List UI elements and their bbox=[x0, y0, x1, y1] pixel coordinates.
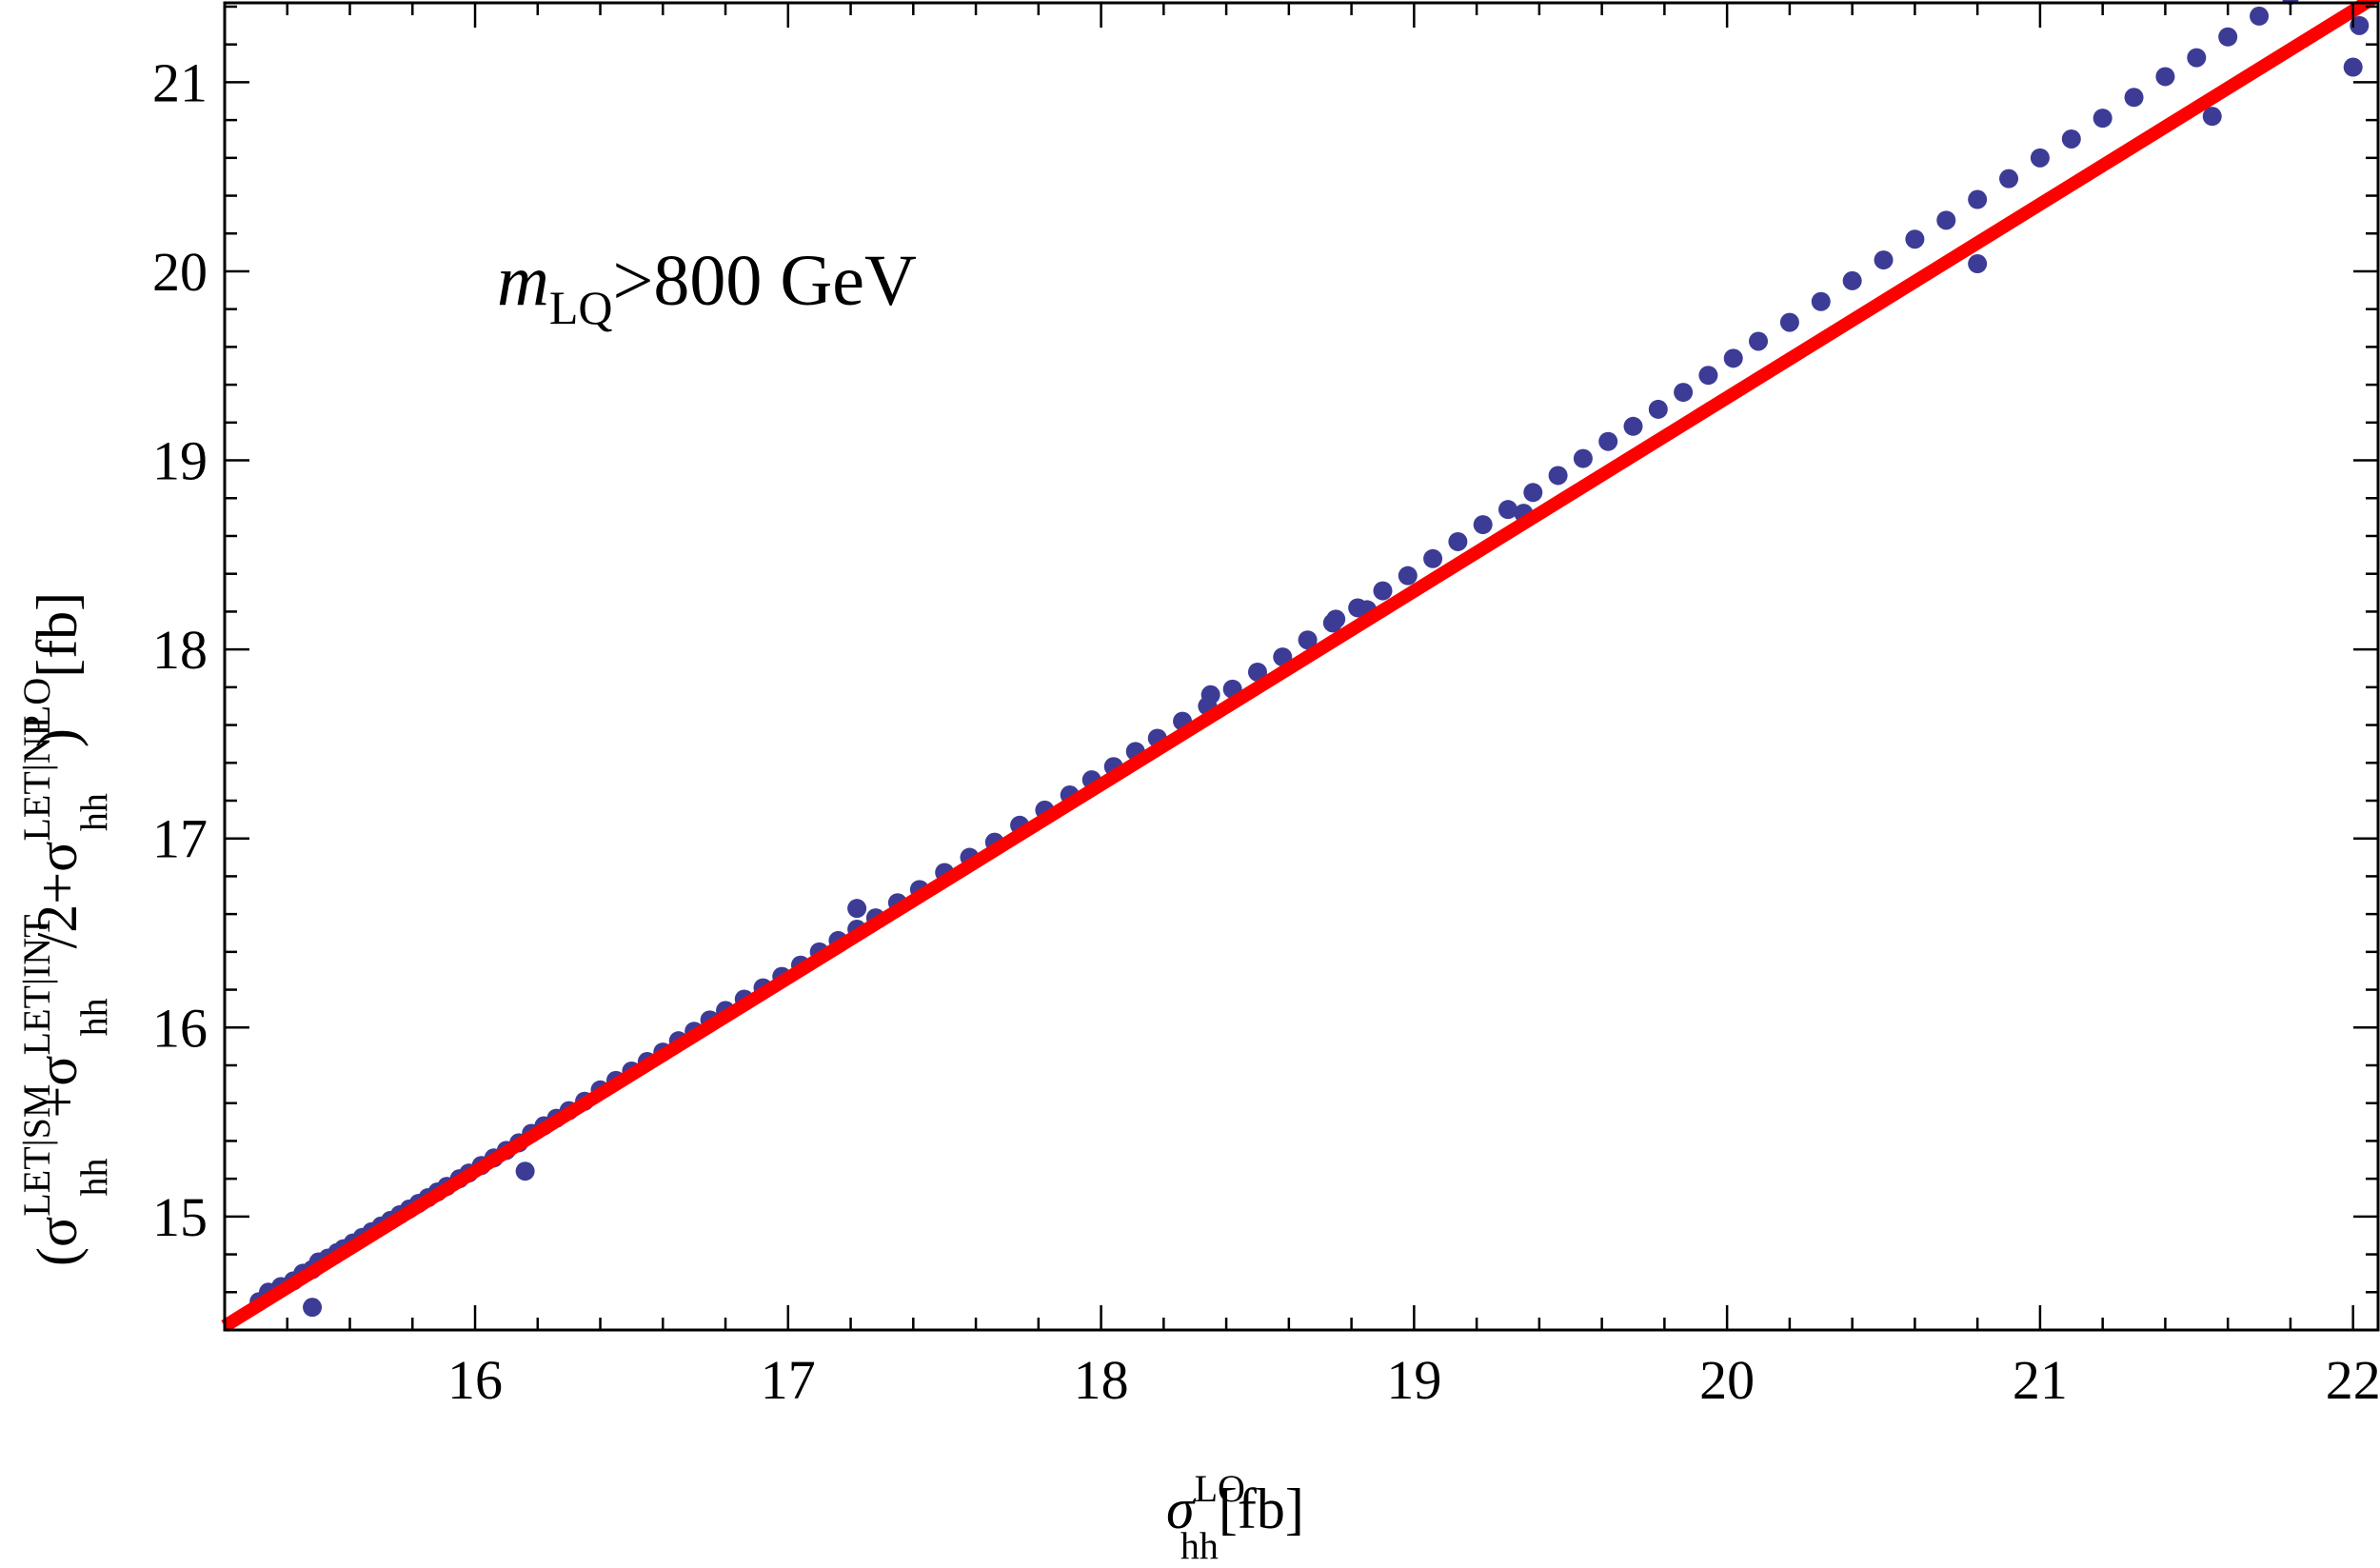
y-axis-title: (σLET|SM hh +σLET|INT hh/2+σLET|NP hh)LO[fb] bbox=[15, 592, 115, 1266]
data-point bbox=[1298, 630, 1318, 650]
data-point bbox=[2350, 15, 2370, 35]
data-point bbox=[515, 1161, 535, 1181]
data-point bbox=[2202, 107, 2222, 127]
x-tick-label: 16 bbox=[447, 1349, 503, 1411]
data-point bbox=[303, 1298, 323, 1318]
y-tick-label: 16 bbox=[152, 997, 208, 1059]
y-axis-title-sup3: LET|NP bbox=[15, 715, 58, 841]
data-point bbox=[1448, 531, 1468, 551]
fit-line bbox=[221, 0, 2380, 1332]
data-point bbox=[2218, 27, 2238, 47]
data-point bbox=[2343, 57, 2363, 77]
data-point bbox=[1779, 312, 1799, 332]
data-point bbox=[1326, 609, 1346, 629]
data-point bbox=[2092, 109, 2112, 129]
y-axis-title-sub3: hh bbox=[72, 793, 115, 831]
data-point bbox=[1674, 383, 1694, 403]
data-point bbox=[847, 899, 867, 919]
data-point bbox=[1968, 254, 1988, 274]
x-tick-label: 21 bbox=[2013, 1349, 2068, 1411]
y-axis-title-mid: +σ bbox=[26, 1055, 89, 1118]
y-tick-label: 17 bbox=[152, 808, 208, 870]
data-point bbox=[1905, 229, 1925, 249]
y-tick-label: 21 bbox=[152, 51, 208, 113]
y-axis-title-sub1: hh bbox=[72, 1159, 115, 1197]
data-point bbox=[1473, 515, 1493, 535]
x-axis-title-base: σ bbox=[1166, 1478, 1197, 1540]
plot-frame bbox=[223, 1, 2380, 1332]
x-tick-label: 22 bbox=[2326, 1349, 2380, 1411]
data-point bbox=[1648, 399, 1668, 419]
data-point bbox=[1548, 466, 1568, 486]
ticks-layer: 16 17 18 19 20 21 22 15 16 17 18 19 20 21 bbox=[152, 3, 2380, 1411]
data-point bbox=[1874, 250, 1894, 270]
data-point bbox=[1200, 685, 1220, 705]
y-tick-label: 19 bbox=[152, 430, 208, 492]
y-axis-title-open: (σ bbox=[26, 1217, 89, 1266]
x-tick-label: 19 bbox=[1386, 1349, 1441, 1411]
data-point bbox=[2061, 129, 2081, 149]
x-axis-title-sup: LO bbox=[1195, 1467, 1245, 1510]
data-point bbox=[1749, 331, 1769, 351]
annotation-subscript: LQ bbox=[549, 281, 613, 334]
data-point bbox=[2155, 67, 2175, 87]
x-axis-title: σLO hh[fb] bbox=[1166, 1467, 1304, 1563]
data-point bbox=[1523, 483, 1543, 503]
data-point bbox=[1723, 348, 1743, 368]
data-point bbox=[1968, 189, 1988, 209]
y-axis-title-unit: [fb] bbox=[26, 592, 89, 678]
annotation-text: mLQ>800 GeV bbox=[497, 241, 917, 334]
x-tick-label: 18 bbox=[1074, 1349, 1129, 1411]
y-tick-label: 15 bbox=[152, 1186, 208, 1248]
data-point bbox=[1698, 366, 1718, 386]
x-axis-title-unit: [fb] bbox=[1219, 1478, 1304, 1540]
data-point bbox=[1936, 210, 1956, 230]
y-axis-title-close: ) bbox=[26, 728, 89, 747]
data-point bbox=[1598, 431, 1618, 451]
data-point bbox=[1373, 581, 1393, 601]
y-axis-title-sub2: hh bbox=[72, 998, 115, 1036]
x-tick-label: 17 bbox=[761, 1349, 816, 1411]
data-point bbox=[2187, 48, 2207, 68]
annotation-suffix: >800 GeV bbox=[613, 241, 917, 321]
data-point bbox=[1247, 662, 1267, 682]
data-point bbox=[1497, 500, 1517, 520]
data-point bbox=[1811, 291, 1831, 311]
y-axis-title-sup4: LO bbox=[15, 678, 58, 728]
fit-line-layer bbox=[221, 0, 2380, 1332]
y-axis-title-sup2: LET|INT bbox=[15, 914, 58, 1055]
data-point bbox=[1623, 416, 1643, 436]
data-point bbox=[1999, 169, 2019, 189]
data-point bbox=[1398, 566, 1418, 586]
data-point bbox=[2030, 148, 2050, 168]
y-axis-title-sup1: LET|SM bbox=[15, 1084, 58, 1217]
data-point bbox=[2250, 6, 2270, 26]
x-tick-label: 20 bbox=[1699, 1349, 1755, 1411]
y-tick-label: 18 bbox=[152, 619, 208, 681]
y-axis-title-mid2: /2+σ bbox=[26, 842, 89, 949]
x-axis-title-sub: hh bbox=[1180, 1524, 1219, 1563]
data-point bbox=[1573, 448, 1593, 468]
data-point bbox=[1842, 270, 1862, 290]
data-point bbox=[1423, 548, 1443, 568]
y-tick-label: 20 bbox=[152, 241, 208, 303]
annotation-prefix: m bbox=[497, 241, 549, 321]
data-point bbox=[2124, 88, 2144, 108]
